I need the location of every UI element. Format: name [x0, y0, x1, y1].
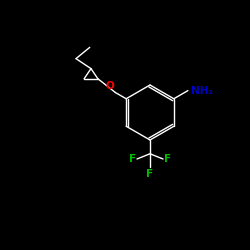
Text: O: O	[105, 81, 114, 91]
Text: NH₂: NH₂	[191, 86, 213, 96]
Text: F: F	[129, 154, 136, 164]
Text: F: F	[146, 169, 154, 179]
Text: F: F	[164, 154, 171, 164]
